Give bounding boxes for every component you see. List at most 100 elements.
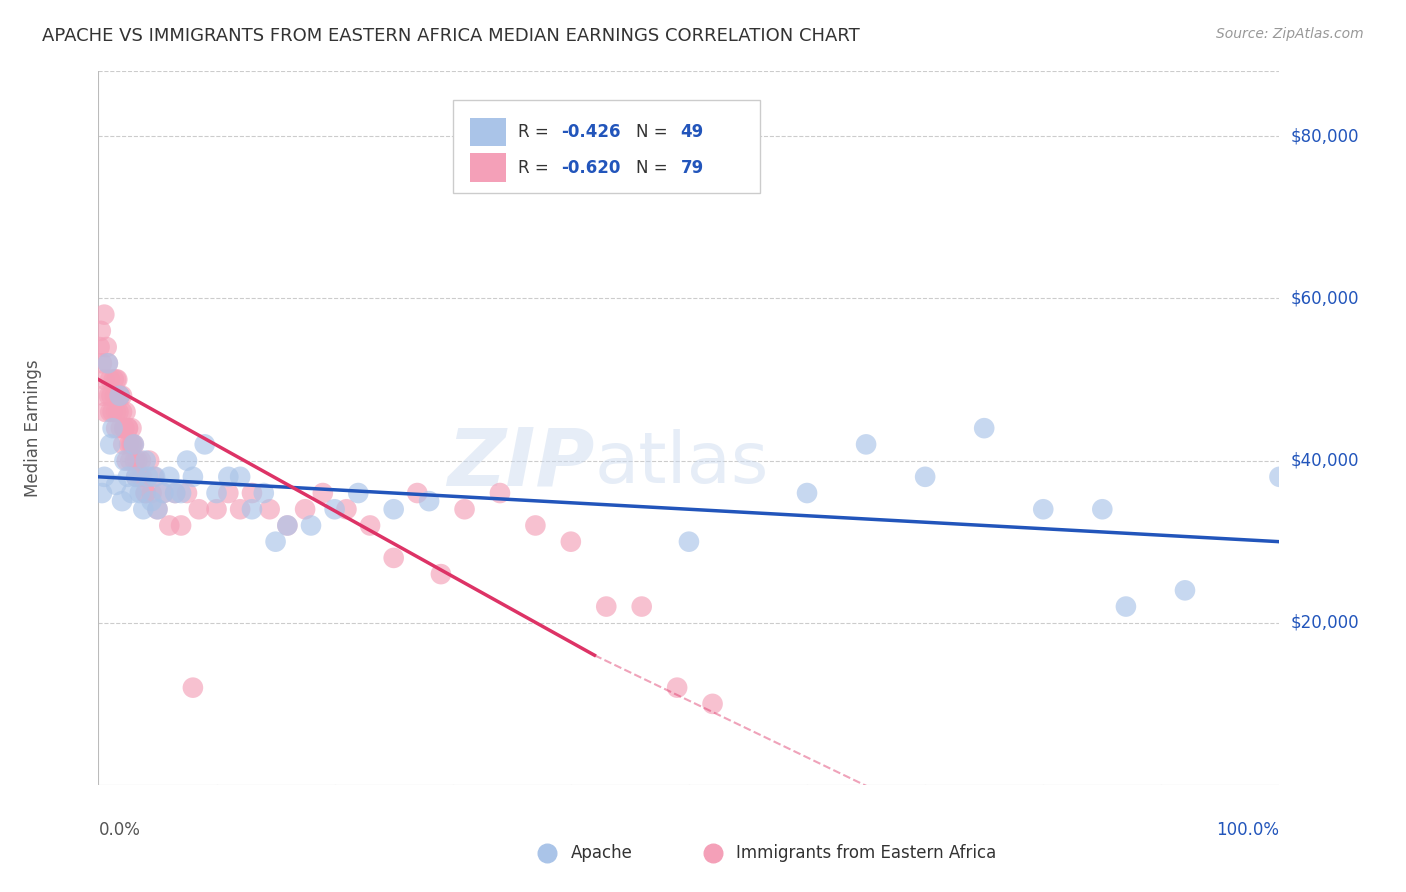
Text: 49: 49 — [681, 123, 704, 141]
Text: N =: N = — [636, 159, 672, 177]
Text: $80,000: $80,000 — [1291, 128, 1360, 145]
Point — [217, 470, 239, 484]
Point — [264, 534, 287, 549]
Point — [98, 437, 121, 451]
Point — [127, 453, 149, 467]
Point — [100, 389, 122, 403]
Point — [136, 470, 159, 484]
Point — [259, 502, 281, 516]
Point — [121, 437, 143, 451]
Point — [335, 502, 357, 516]
Point — [111, 389, 134, 403]
Point — [124, 453, 146, 467]
Point — [240, 486, 263, 500]
Point — [152, 486, 174, 500]
Point — [104, 389, 127, 403]
Point — [111, 494, 134, 508]
FancyBboxPatch shape — [471, 118, 506, 146]
Point — [1174, 583, 1197, 598]
Point — [406, 486, 429, 500]
Point — [524, 518, 547, 533]
Point — [157, 518, 180, 533]
Point — [122, 437, 145, 451]
Point — [1115, 599, 1137, 614]
Point — [217, 486, 239, 500]
Point — [1268, 470, 1291, 484]
FancyBboxPatch shape — [471, 153, 506, 182]
Text: R =: R = — [517, 159, 554, 177]
Point — [93, 308, 115, 322]
Text: Apache: Apache — [571, 844, 633, 862]
Point — [101, 421, 124, 435]
Point — [855, 437, 877, 451]
Point — [111, 405, 134, 419]
Point — [142, 470, 165, 484]
Point — [702, 778, 724, 792]
Point — [312, 486, 335, 500]
Point — [105, 372, 128, 386]
Point — [118, 437, 141, 451]
Point — [115, 453, 138, 467]
Point — [107, 405, 129, 419]
Point — [165, 486, 187, 500]
Point — [170, 486, 193, 500]
Point — [93, 372, 115, 386]
Text: Source: ZipAtlas.com: Source: ZipAtlas.com — [1216, 27, 1364, 41]
Text: Median Earnings: Median Earnings — [24, 359, 42, 497]
Point — [205, 502, 228, 516]
Point — [112, 421, 135, 435]
Point — [1032, 502, 1054, 516]
Point — [152, 486, 174, 500]
Point — [229, 470, 252, 484]
Point — [135, 486, 157, 500]
Point — [1091, 502, 1114, 516]
Point — [489, 486, 512, 500]
Point — [536, 778, 558, 792]
Point — [181, 470, 204, 484]
Point — [105, 372, 128, 386]
Point — [122, 437, 145, 451]
Point — [276, 518, 298, 533]
Point — [120, 453, 142, 467]
Point — [135, 453, 157, 467]
Point — [135, 486, 157, 500]
Text: APACHE VS IMMIGRANTS FROM EASTERN AFRICA MEDIAN EARNINGS CORRELATION CHART: APACHE VS IMMIGRANTS FROM EASTERN AFRICA… — [42, 27, 860, 45]
Text: 100.0%: 100.0% — [1216, 821, 1279, 838]
Text: ZIP: ZIP — [447, 425, 595, 503]
Point — [129, 453, 152, 467]
Point — [125, 470, 148, 484]
Point — [430, 567, 453, 582]
Point — [229, 502, 252, 516]
Point — [382, 550, 405, 565]
Text: $60,000: $60,000 — [1291, 289, 1360, 308]
Point — [146, 502, 169, 516]
Point — [141, 494, 163, 508]
Point — [128, 470, 150, 484]
Point — [666, 681, 689, 695]
Point — [91, 486, 114, 500]
Point — [112, 421, 135, 435]
Text: R =: R = — [517, 123, 554, 141]
Point — [97, 356, 120, 370]
Point — [98, 389, 121, 403]
Point — [91, 356, 114, 370]
Point — [131, 470, 153, 484]
Point — [108, 389, 131, 403]
Point — [323, 502, 346, 516]
Point — [143, 470, 166, 484]
Point — [253, 486, 276, 500]
Point — [105, 421, 128, 435]
Point — [453, 502, 475, 516]
Point — [112, 453, 135, 467]
Point — [359, 518, 381, 533]
Point — [299, 518, 322, 533]
Point — [276, 518, 298, 533]
Point — [630, 599, 652, 614]
Point — [138, 453, 160, 467]
Point — [176, 453, 198, 467]
Point — [128, 486, 150, 500]
Point — [89, 340, 111, 354]
Point — [98, 405, 121, 419]
Point — [121, 421, 143, 435]
Point — [141, 486, 163, 500]
